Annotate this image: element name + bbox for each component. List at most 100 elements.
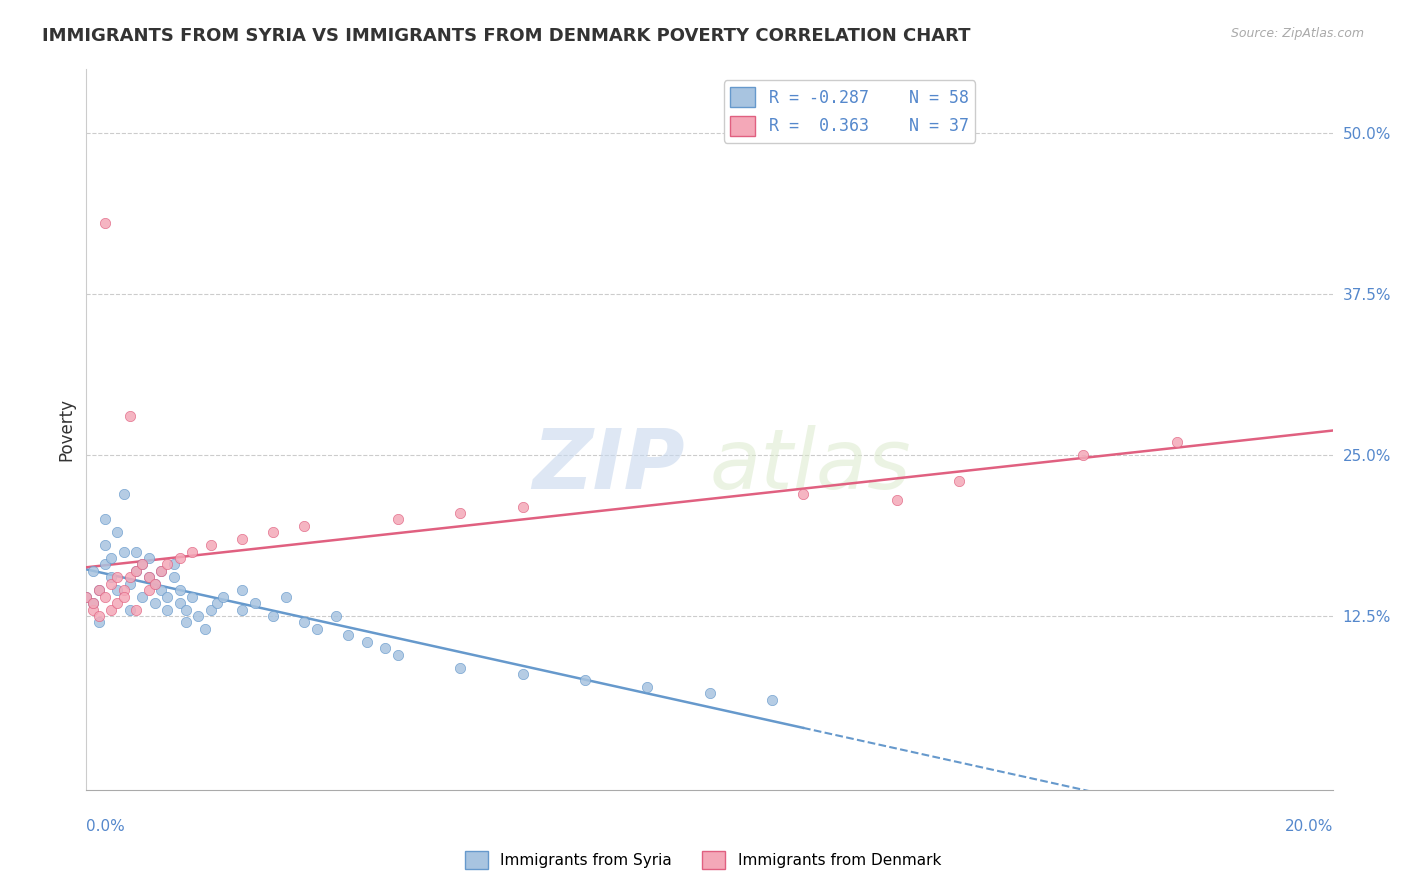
Point (262, 609, 284, 624)
Point (156, 590, 179, 604)
Point (356, 634, 378, 648)
Point (792, 486, 814, 500)
Point (162, 558, 184, 572)
Point (125, 602, 148, 616)
Point (574, 673, 596, 688)
Point (150, 564, 173, 578)
Point (82, 564, 104, 578)
Point (187, 609, 209, 624)
Point (94, 590, 117, 604)
Point (512, 500, 534, 514)
Point (169, 551, 191, 566)
Point (75, 590, 97, 604)
Point (156, 602, 179, 616)
Point (125, 564, 148, 578)
Point (100, 570, 122, 584)
Point (1166, 435, 1188, 450)
Point (174, 602, 197, 616)
Point (174, 615, 197, 630)
Point (512, 667, 534, 681)
Point (94, 538, 117, 552)
Text: 20.0%: 20.0% (1285, 819, 1333, 834)
Point (387, 648, 409, 662)
Point (143, 596, 166, 610)
Point (138, 583, 160, 598)
Point (374, 641, 396, 656)
Point (325, 609, 347, 624)
Point (118, 570, 141, 584)
Point (100, 551, 122, 566)
Text: 0.0%: 0.0% (86, 819, 125, 834)
Point (138, 570, 160, 584)
Point (107, 583, 129, 598)
Point (82, 596, 104, 610)
Point (138, 551, 160, 566)
Point (107, 570, 129, 584)
Text: IMMIGRANTS FROM SYRIA VS IMMIGRANTS FROM DENMARK POVERTY CORRELATION CHART: IMMIGRANTS FROM SYRIA VS IMMIGRANTS FROM… (42, 27, 970, 45)
Point (162, 570, 184, 584)
Point (100, 576, 122, 591)
Legend: R = -0.287    N = 58, R =  0.363    N = 37: R = -0.287 N = 58, R = 0.363 N = 37 (724, 80, 976, 143)
Point (82, 602, 104, 616)
Point (87, 583, 110, 598)
Point (100, 602, 122, 616)
Point (112, 486, 135, 500)
Point (131, 558, 153, 572)
Point (262, 525, 284, 540)
Point (449, 506, 471, 520)
Point (337, 628, 360, 642)
Point (699, 686, 721, 700)
Point (200, 602, 222, 616)
Text: Source: ZipAtlas.com: Source: ZipAtlas.com (1230, 27, 1364, 40)
Point (131, 590, 153, 604)
Point (243, 596, 266, 610)
Y-axis label: Poverty: Poverty (58, 398, 75, 461)
Point (761, 692, 783, 706)
Point (948, 474, 970, 488)
Point (94, 512, 117, 526)
Point (150, 583, 173, 598)
Point (200, 538, 222, 552)
Point (294, 519, 316, 533)
Point (107, 525, 129, 540)
Point (294, 615, 316, 630)
Point (118, 409, 141, 424)
Point (125, 544, 148, 558)
Point (231, 532, 253, 546)
Point (194, 622, 217, 636)
Point (94, 558, 117, 572)
Point (205, 596, 228, 610)
Point (107, 596, 129, 610)
Point (636, 680, 658, 694)
Text: ZIP: ZIP (531, 425, 685, 506)
Legend: Immigrants from Syria, Immigrants from Denmark: Immigrants from Syria, Immigrants from D… (458, 845, 948, 875)
Point (112, 590, 135, 604)
Point (138, 570, 160, 584)
Point (886, 493, 908, 508)
Point (181, 544, 204, 558)
Point (112, 544, 135, 558)
Point (212, 590, 235, 604)
Point (387, 512, 409, 526)
Point (156, 558, 179, 572)
Point (118, 602, 141, 616)
Point (87, 583, 110, 598)
Point (125, 564, 148, 578)
Point (87, 609, 110, 624)
Point (143, 576, 166, 591)
Point (305, 622, 328, 636)
Point (449, 660, 471, 674)
Point (169, 596, 191, 610)
Point (112, 583, 135, 598)
Point (181, 590, 204, 604)
Point (1073, 448, 1095, 462)
Point (169, 583, 191, 598)
Point (131, 558, 153, 572)
Point (87, 615, 110, 630)
Text: atlas: atlas (710, 425, 911, 506)
Point (94, 216, 117, 230)
Point (118, 576, 141, 591)
Point (274, 590, 297, 604)
Point (231, 583, 253, 598)
Point (82, 596, 104, 610)
